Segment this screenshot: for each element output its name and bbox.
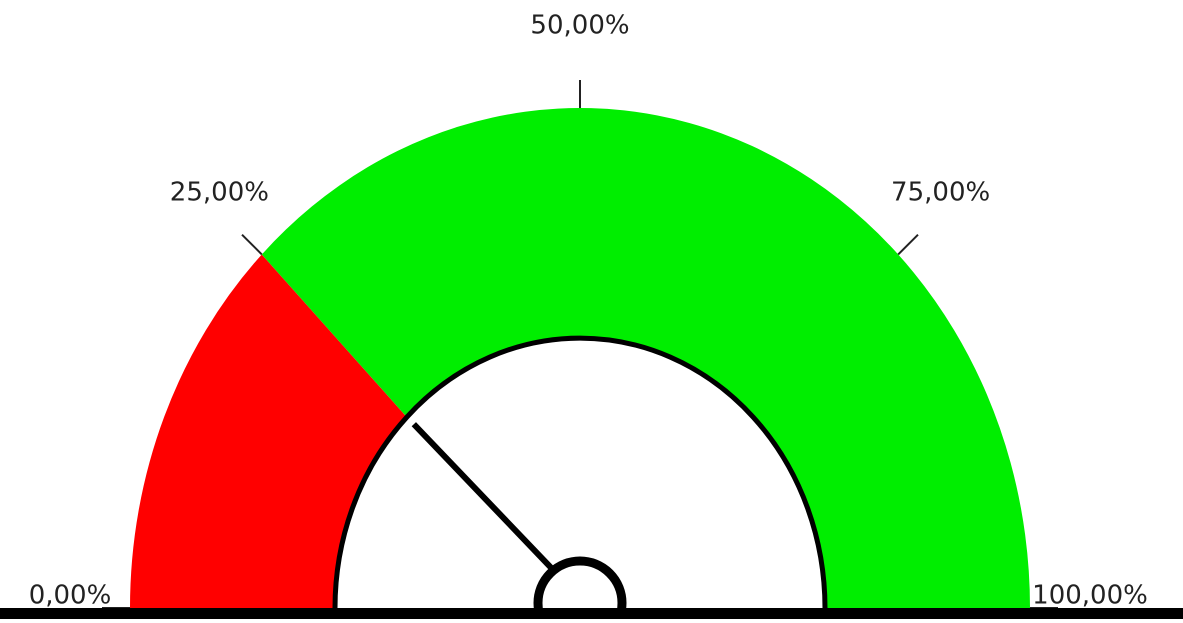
base-line [0, 608, 1183, 619]
needle-hub [533, 556, 627, 623]
gauge-band [261, 107, 1030, 608]
inner-arc [332, 335, 828, 609]
tick-label: 0,00% [29, 581, 112, 611]
gauge-band [130, 254, 407, 609]
tick-label: 100,00% [1032, 581, 1148, 611]
tick-mark [241, 233, 263, 256]
tick-mark [897, 233, 919, 256]
tick-label: 75,00% [891, 177, 990, 207]
tick-label: 50,00% [530, 11, 629, 41]
tick-label: 25,00% [170, 177, 269, 207]
